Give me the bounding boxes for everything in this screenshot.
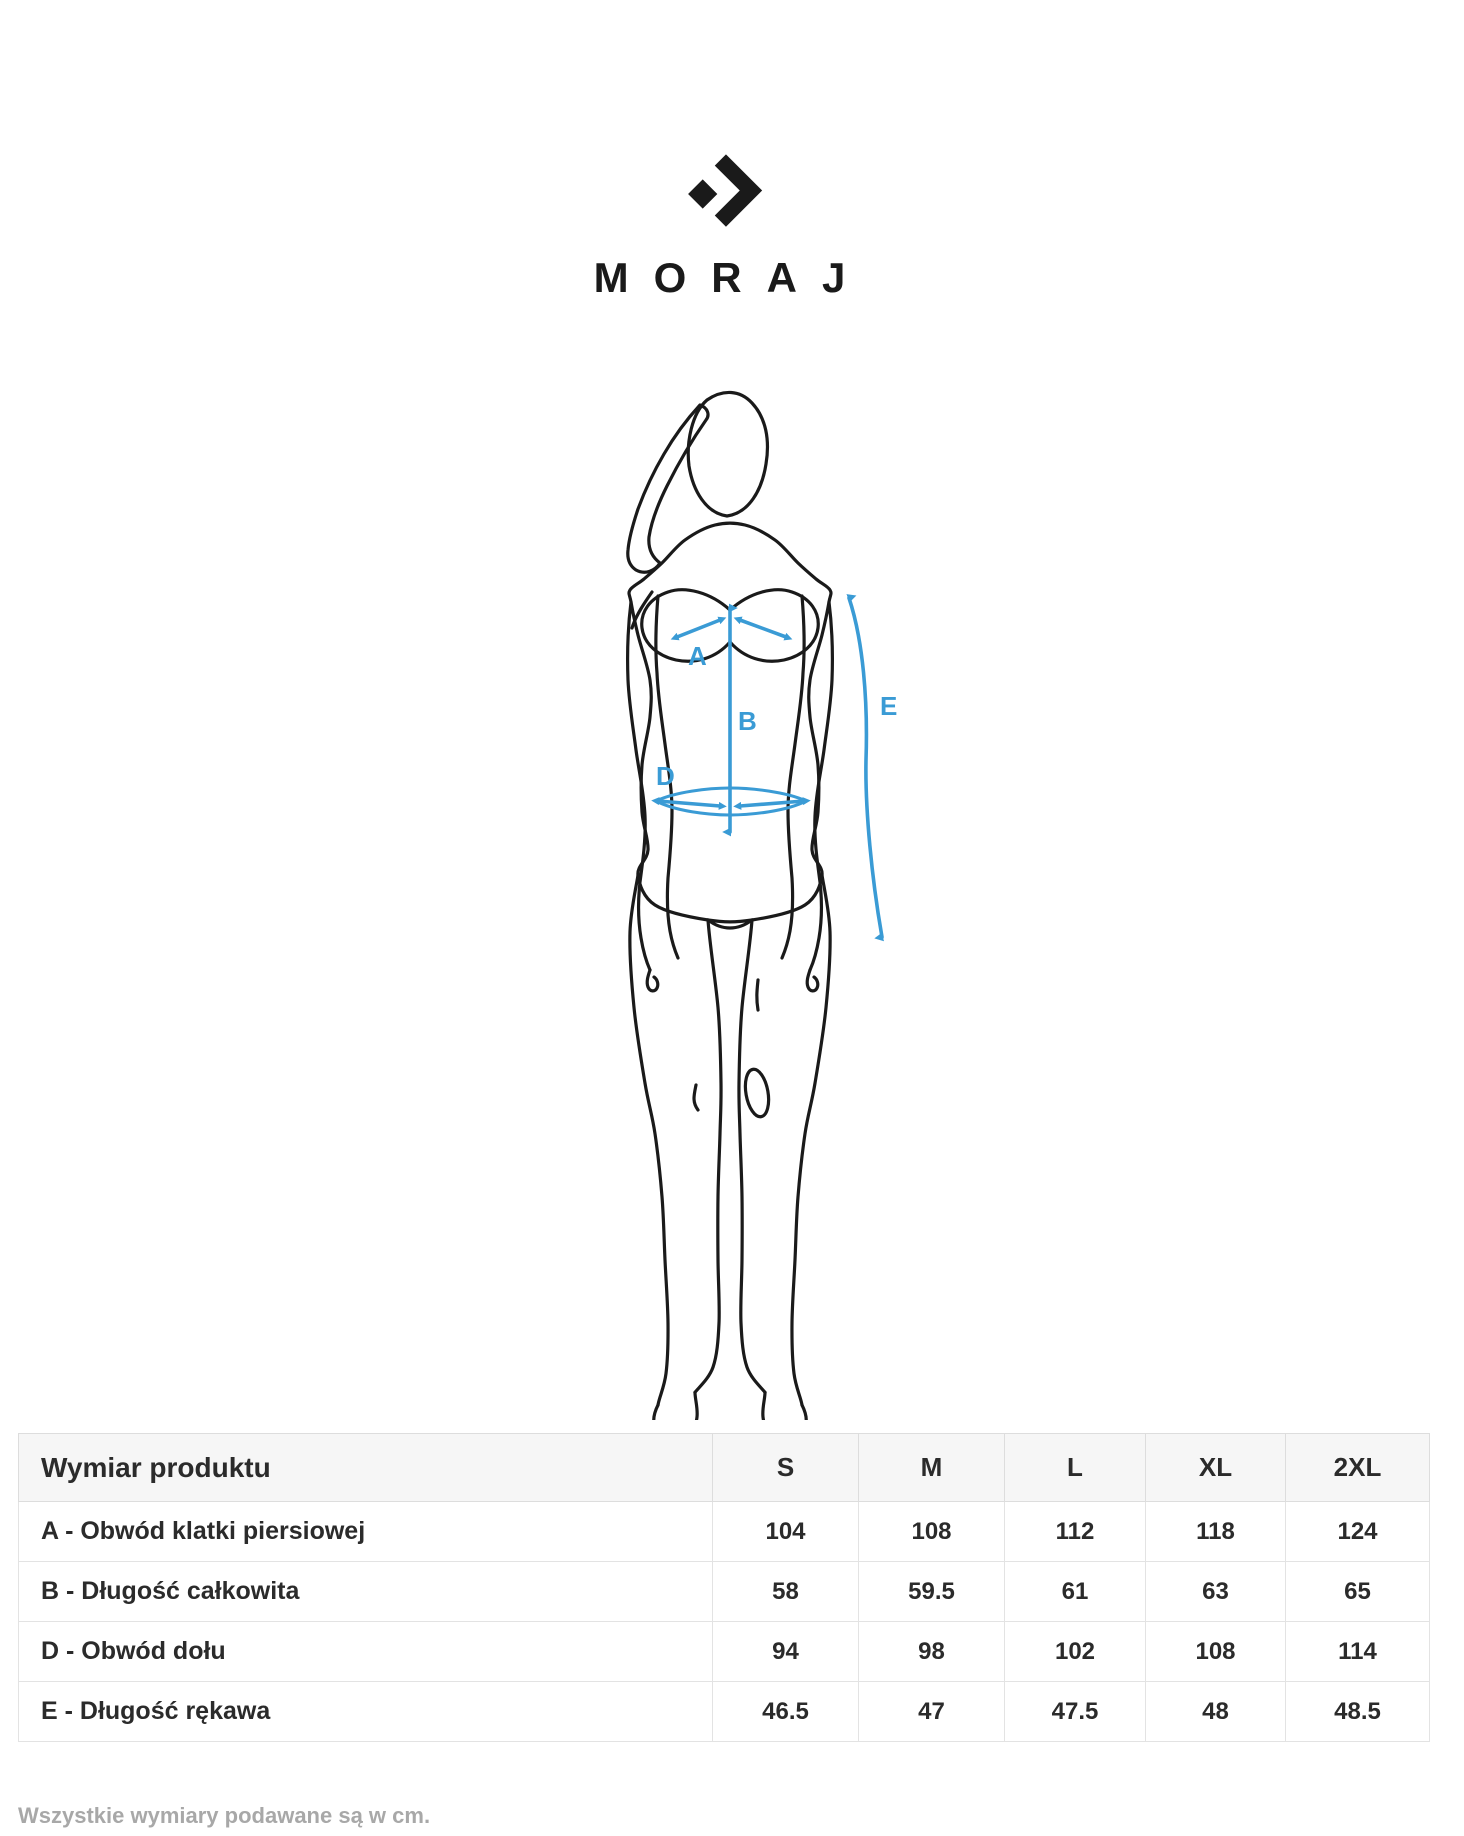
svg-text:E: E [880,691,897,721]
svg-text:D: D [656,761,675,791]
svg-text:A: A [688,641,707,671]
svg-text:B: B [738,706,757,736]
